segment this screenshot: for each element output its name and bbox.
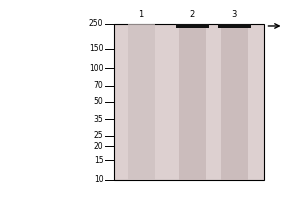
Text: 15: 15 xyxy=(94,156,104,165)
Text: 20: 20 xyxy=(94,142,104,151)
Text: 3: 3 xyxy=(231,10,237,19)
Text: 150: 150 xyxy=(89,44,103,53)
Text: 250: 250 xyxy=(89,20,103,28)
Bar xyxy=(218,24,250,28)
Bar xyxy=(178,24,206,180)
Text: 70: 70 xyxy=(94,81,103,90)
Text: 1: 1 xyxy=(138,10,144,19)
Text: 35: 35 xyxy=(94,115,103,124)
Bar xyxy=(128,24,154,180)
Text: 100: 100 xyxy=(89,64,103,73)
Bar xyxy=(114,24,264,180)
Text: 10: 10 xyxy=(94,176,104,184)
Text: 50: 50 xyxy=(94,98,103,106)
Bar xyxy=(176,24,208,28)
Text: 25: 25 xyxy=(94,131,104,140)
Text: 2: 2 xyxy=(189,10,195,19)
Bar xyxy=(220,24,248,180)
